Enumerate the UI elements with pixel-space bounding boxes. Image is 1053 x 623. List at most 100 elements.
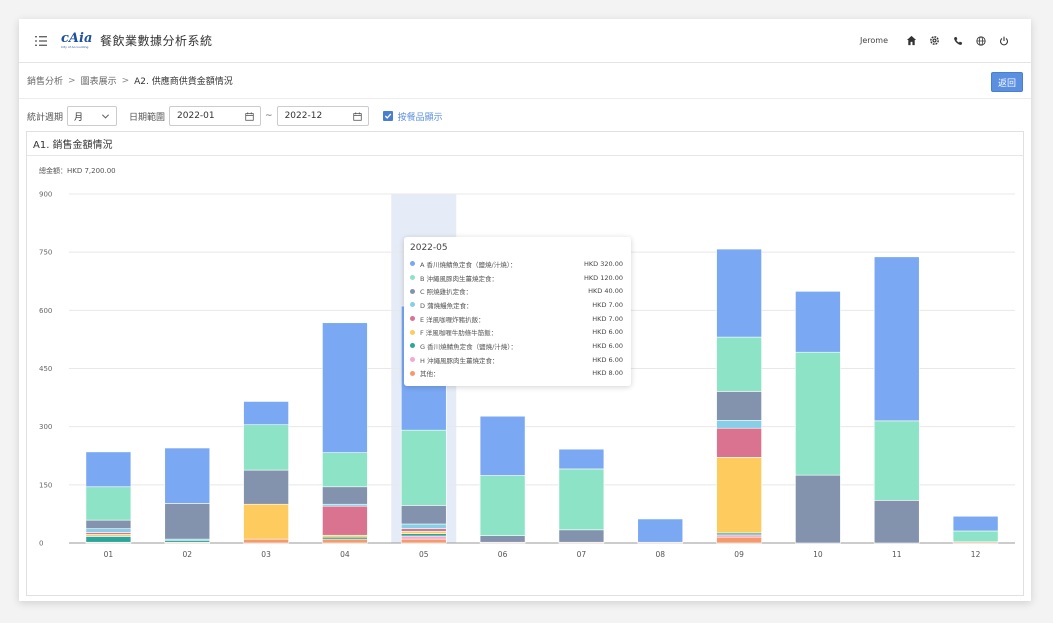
breadcrumb-item-charts[interactable]: 圖表展示 [80, 77, 117, 87]
phone-icon[interactable] [946, 31, 969, 51]
globe-icon[interactable] [969, 31, 992, 51]
bar-segment-g[interactable] [400, 533, 447, 537]
bar-segment-c[interactable] [400, 505, 447, 525]
tooltip-row: A 香川燒鯖魚定食（鹽燒/汁燒）： HKD 320.00 [410, 257, 623, 271]
bar-segment-b[interactable] [558, 468, 605, 531]
date-to-input[interactable]: 2022-12 [276, 106, 369, 126]
tooltip-series-value: HKD 40.00 [588, 287, 623, 296]
bar-segment-b[interactable] [952, 530, 999, 543]
by-meal-checkbox[interactable] [382, 111, 393, 121]
tooltip-series-value: HKD 6.00 [592, 341, 623, 350]
bar-segment-c[interactable] [873, 500, 920, 544]
bar-segment-b[interactable] [85, 486, 132, 521]
date-from-input[interactable]: 2022-01 [169, 106, 262, 126]
bar-segment-b[interactable] [716, 336, 762, 392]
x-tick-label: 02 [182, 550, 192, 559]
bar-segment-o[interactable] [716, 536, 762, 544]
period-select[interactable]: 月 [67, 106, 118, 126]
tooltip-row: H 沖繩風豚肉生薑燒定食： HKD 6.00 [410, 353, 623, 367]
bar-segment-c[interactable] [716, 391, 762, 421]
bar-segment-a[interactable] [637, 518, 684, 543]
bar-segment-f[interactable] [243, 503, 289, 540]
bar-segment-a[interactable] [558, 448, 605, 470]
bar-segment-b[interactable] [795, 351, 841, 476]
app-logo[interactable]: cAia City of Accounting [61, 30, 92, 52]
power-icon[interactable] [992, 31, 1015, 51]
x-tick-label: 10 [813, 550, 823, 559]
period-label: 統計週期 [27, 112, 64, 123]
x-tick-label: 11 [892, 550, 902, 559]
tooltip-row: 其他： HKD 8.00 [410, 367, 623, 381]
bar-segment-a[interactable] [322, 322, 368, 453]
y-tick-label: 900 [39, 191, 52, 199]
bar-segment-c[interactable] [479, 535, 526, 543]
bar-segment-b[interactable] [243, 424, 289, 471]
bar-segment-d[interactable] [716, 420, 762, 429]
bar-segment-e[interactable] [322, 505, 368, 536]
bar-segment-a[interactable] [716, 248, 762, 338]
bar-segment-d[interactable] [400, 523, 447, 529]
breadcrumb-current: A2. 供應商供貨金額情況 [134, 77, 233, 87]
bar-segment-f[interactable] [716, 457, 762, 534]
bar-segment-a[interactable] [952, 515, 999, 532]
bar-segment-b[interactable] [400, 429, 447, 506]
y-tick-label: 600 [39, 307, 52, 315]
bar-segment-c[interactable] [795, 474, 841, 544]
legend-dot-icon [410, 275, 415, 281]
bar-segment-a[interactable] [85, 451, 132, 488]
tooltip-series-name: 其他： [420, 370, 440, 379]
username[interactable]: Jerome [859, 36, 888, 45]
x-tick-label: 12 [971, 550, 981, 559]
period-value: 月 [74, 112, 84, 123]
bar-segment-h[interactable] [400, 535, 447, 540]
bar-segment-c[interactable] [322, 486, 368, 505]
menu-icon[interactable] [33, 33, 49, 49]
x-tick-label: 06 [498, 550, 508, 559]
bar-segment-f[interactable] [400, 531, 447, 534]
breadcrumb-item-sales-analysis[interactable]: 銷售分析 [27, 77, 64, 87]
bar-segment-c[interactable] [85, 519, 132, 529]
calendar-icon [352, 112, 362, 121]
checkmark-icon [384, 113, 391, 119]
legend-dot-icon [410, 288, 415, 294]
settings-gear-icon[interactable] [923, 31, 946, 51]
bar-segment-h[interactable] [716, 534, 762, 538]
back-button[interactable]: 返回 [991, 72, 1023, 92]
bar-segment-c[interactable] [164, 503, 211, 540]
tooltip-series-value: HKD 7.00 [592, 300, 623, 309]
breadcrumb-separator: > [68, 75, 76, 86]
filter-bar: 統計週期 月 日期範圍 2022-01 ~ 2022-12 按餐品顯示 [19, 99, 1031, 133]
bar-segment-c[interactable] [558, 529, 605, 543]
bar-segment-a[interactable] [243, 401, 289, 426]
tooltip-row: C 照燒雞扒定食： HKD 40.00 [410, 284, 623, 298]
bar-segment-o[interactable] [322, 538, 368, 544]
breadcrumb-separator: > [121, 75, 130, 86]
bar-segment-a[interactable] [873, 256, 920, 422]
bar-segment-a[interactable] [795, 291, 841, 353]
legend-dot-icon [410, 370, 415, 376]
breadcrumb-bar: 銷售分析 > 圖表展示 > A2. 供應商供貨金額情況 [19, 63, 1031, 99]
panel-title: A1. 銷售金額情況 [27, 132, 1023, 156]
topbar-actions: Jerome [860, 31, 1015, 51]
legend-dot-icon [410, 261, 415, 267]
date-range-separator: ~ [265, 111, 273, 121]
bar-segment-o[interactable] [243, 538, 289, 544]
bar-segment-b[interactable] [479, 475, 526, 536]
bar-segment-b[interactable] [322, 452, 368, 488]
bar-segment-g[interactable] [85, 536, 132, 543]
bar-segment-d[interactable] [85, 528, 132, 533]
bar-segment-o[interactable] [400, 538, 447, 544]
bar-segment-e[interactable] [716, 427, 762, 458]
tooltip-series-name: H 沖繩風豚肉生薑燒定食： [420, 356, 499, 365]
bar-segment-b[interactable] [873, 420, 920, 501]
by-meal-label[interactable]: 按餐品顯示 [397, 112, 443, 123]
bar-segment-e[interactable] [400, 528, 447, 532]
x-tick-label: 09 [734, 550, 744, 559]
home-icon[interactable] [900, 31, 923, 51]
bar-segment-a[interactable] [164, 447, 211, 504]
legend-dot-icon [410, 302, 415, 308]
bar-segment-c[interactable] [243, 469, 289, 505]
bar-segment-a[interactable] [479, 415, 526, 476]
x-tick-label: 07 [577, 550, 587, 559]
tooltip-series-value: HKD 320.00 [584, 259, 623, 268]
